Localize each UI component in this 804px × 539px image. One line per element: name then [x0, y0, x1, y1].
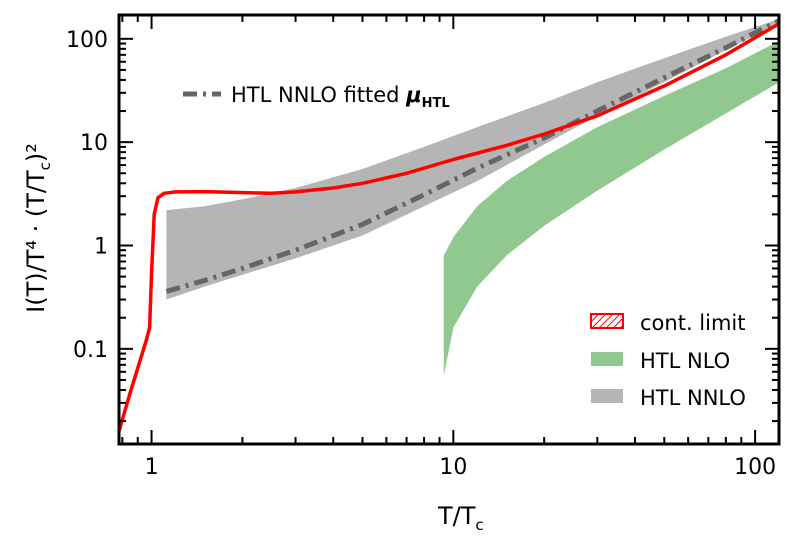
legend-fitted: HTL NNLO fitted μHTL	[183, 83, 450, 111]
tick-label-layer: 1 10 100 0.1 1 10 100	[66, 28, 776, 480]
plot-frame	[117, 13, 781, 446]
legend-label-htl-nlo: HTL NLO	[640, 349, 730, 373]
y-axis-label-main: I(T)/T⁴ · (T/T	[22, 170, 50, 313]
series-layer	[119, 18, 779, 432]
x-axis-label-main: T/T	[437, 502, 476, 530]
y-tick-label: 1	[94, 234, 108, 259]
legend-swatch-htl-nlo	[591, 352, 623, 366]
line-htl-nnlo-fitted-htl	[165, 18, 779, 294]
legend-swatch-cont-limit	[590, 313, 624, 329]
x-tick-label: 10	[439, 455, 467, 480]
x-axis-label-sub: c	[475, 516, 483, 534]
y-tick-label: 10	[80, 131, 108, 156]
band-htl-nnlo	[166, 19, 779, 300]
y-axis-label-sub: c	[36, 162, 54, 170]
legend-label-htl-nnlo: HTL NNLO	[640, 386, 746, 410]
band-htl-nlo	[443, 41, 779, 376]
legend-label-cont-limit: cont. limit	[640, 311, 745, 335]
y-tick-label: 0.1	[73, 338, 108, 363]
x-tick-label: 1	[145, 455, 159, 480]
y-axis-label-tail: )²	[22, 143, 50, 162]
legend-fitted-sub: HTL	[422, 96, 450, 111]
x-tick-label: 100	[734, 455, 776, 480]
line-cont-limit	[119, 22, 779, 432]
y-tick-label: 100	[66, 28, 108, 53]
legend: cont. limit HTL NLO HTL NNLO	[590, 311, 746, 410]
y-axis-label: I(T)/T⁴ · (T/Tc)²	[22, 143, 54, 313]
legend-fitted-mu: μ	[405, 83, 421, 107]
legend-fitted-label: HTL NNLO fitted μHTL	[231, 83, 450, 111]
x-axis-label: T/Tc	[437, 502, 484, 534]
legend-swatch-htl-nnlo	[591, 389, 623, 403]
legend-fitted-text: HTL NNLO fitted	[231, 83, 406, 107]
